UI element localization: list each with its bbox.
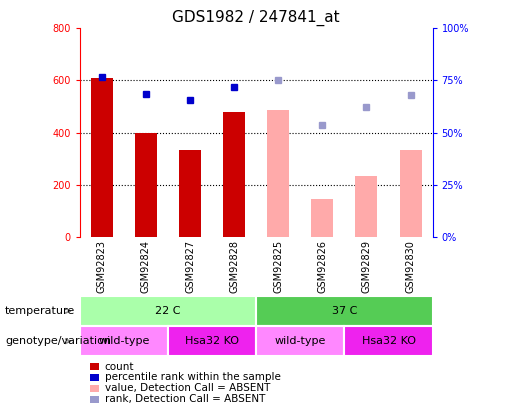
Text: Hsa32 KO: Hsa32 KO (362, 336, 416, 346)
Text: wild-type: wild-type (98, 336, 150, 346)
Text: count: count (105, 362, 134, 371)
Text: GSM92828: GSM92828 (229, 240, 239, 293)
Bar (168, 326, 256, 356)
Bar (256, 296, 433, 326)
Text: GSM92824: GSM92824 (141, 240, 151, 293)
Text: value, Detection Call = ABSENT: value, Detection Call = ABSENT (105, 384, 270, 393)
Text: GSM92827: GSM92827 (185, 240, 195, 293)
Bar (91, 78, 113, 237)
Bar (312, 199, 333, 237)
Text: GSM92823: GSM92823 (97, 240, 107, 293)
Text: Hsa32 KO: Hsa32 KO (185, 336, 239, 346)
Text: GSM92830: GSM92830 (405, 240, 416, 293)
Text: percentile rank within the sample: percentile rank within the sample (105, 373, 281, 382)
Text: GSM92829: GSM92829 (362, 240, 371, 293)
Bar (267, 111, 289, 237)
Text: wild-type: wild-type (274, 336, 326, 346)
Text: GSM92826: GSM92826 (317, 240, 328, 293)
Text: rank, Detection Call = ABSENT: rank, Detection Call = ABSENT (105, 394, 265, 404)
Bar (135, 133, 157, 237)
Bar (80, 296, 256, 326)
Text: GSM92825: GSM92825 (273, 240, 283, 293)
Bar (400, 149, 422, 237)
Bar (345, 326, 433, 356)
Bar (256, 326, 345, 356)
Bar (355, 176, 377, 237)
Text: 37 C: 37 C (332, 306, 357, 316)
Text: temperature: temperature (5, 306, 75, 316)
Bar (179, 149, 201, 237)
Text: genotype/variation: genotype/variation (5, 336, 111, 346)
Bar (223, 112, 245, 237)
Text: 22 C: 22 C (155, 306, 181, 316)
Title: GDS1982 / 247841_at: GDS1982 / 247841_at (173, 9, 340, 26)
Bar (80, 326, 168, 356)
